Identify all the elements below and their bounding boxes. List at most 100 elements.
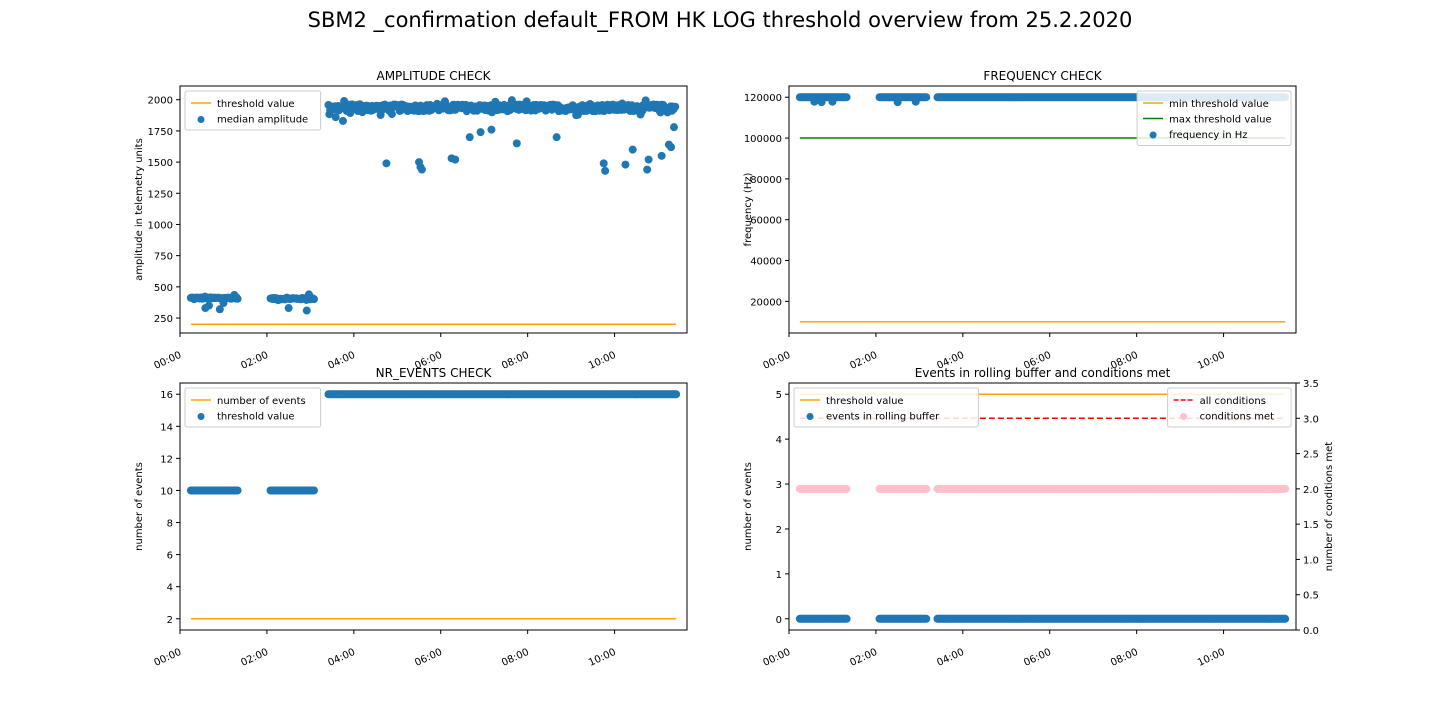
y2-tick-label: 0.5	[1303, 591, 1319, 602]
legend-box	[793, 387, 979, 428]
legend-dot-marker	[197, 413, 205, 420]
y2-tick-label: 0.0	[1303, 626, 1319, 637]
x-tick-label: 04:00	[326, 647, 357, 669]
data-point	[487, 125, 496, 134]
y-tick-label: 2	[167, 615, 173, 626]
data-point	[922, 484, 931, 493]
data-point	[911, 97, 920, 106]
x-tick-label: 00:00	[152, 350, 183, 372]
data-point	[284, 304, 293, 313]
y2-tick-label: 1.0	[1303, 555, 1319, 566]
legend-label: threshold value	[826, 396, 904, 407]
data-point	[621, 160, 630, 169]
x-tick-label: 08:00	[500, 647, 531, 669]
legend-dot-marker	[1149, 131, 1157, 139]
data-point	[628, 145, 637, 154]
data-point	[215, 305, 224, 314]
data-point	[669, 123, 678, 132]
data-point	[476, 128, 485, 137]
legend: min threshold value max threshold value fr…	[1136, 90, 1292, 146]
y-tick-label: 80000	[750, 175, 782, 186]
x-tick-label: 00:00	[761, 647, 792, 669]
data-point	[671, 102, 680, 111]
series-conditions-met	[795, 484, 1290, 493]
data-point	[331, 113, 340, 122]
legend-label: conditions met	[1200, 412, 1275, 423]
legend: number of events threshold value	[184, 387, 322, 428]
axes-frame	[179, 85, 688, 334]
data-point	[601, 166, 610, 175]
data-point	[922, 93, 931, 102]
data-point	[667, 143, 676, 152]
data-point	[828, 97, 837, 106]
y-tick-label: 1500	[148, 158, 173, 169]
data-point	[387, 110, 396, 119]
x-tick-label: 10:00	[1196, 647, 1227, 669]
y-tick-label: 1250	[148, 189, 173, 200]
data-point	[1281, 484, 1290, 493]
x-tick-label: 08:00	[1109, 647, 1140, 669]
figure-title: SBM2 _confirmation default_FROM HK LOG t…	[307, 8, 1133, 32]
y-tick-label: 14	[160, 422, 173, 433]
data-point	[552, 133, 561, 142]
legend: threshold value median amplitude	[184, 90, 322, 131]
y-tick-label: 60000	[750, 216, 782, 227]
legend-label: threshold value	[217, 412, 295, 423]
x-tick-label: 04:00	[326, 350, 357, 372]
plot-area	[795, 393, 1290, 623]
x-tick-label: 08:00	[500, 350, 531, 372]
data-point	[810, 97, 819, 106]
axes-frame	[179, 382, 688, 631]
data-point	[893, 98, 902, 107]
legend-dot-marker	[197, 116, 205, 123]
series-threshold-value	[186, 390, 681, 495]
legend-dot-marker	[1180, 413, 1188, 420]
legend-label: threshold value	[217, 99, 295, 110]
chart-title: FREQUENCY CHECK	[983, 69, 1102, 83]
chart-nr_events: NR_EVENTS CHECK number of events 2 4 6 8 10 12 1…	[134, 366, 688, 669]
legend-label: events in rolling buffer	[826, 412, 940, 423]
y-tick-label: 2000	[148, 96, 173, 107]
legend-box	[184, 387, 322, 428]
data-point	[304, 290, 313, 299]
x-tick-label: 02:00	[239, 350, 270, 372]
y-tick-label: 500	[154, 283, 173, 294]
chart-title: NR_EVENTS CHECK	[376, 366, 493, 380]
legend-label: median amplitude	[217, 115, 308, 126]
chart-frequency: FREQUENCY CHECK frequency (Hz) 20000 40000 6…	[743, 69, 1297, 372]
x-tick-label: 06:00	[1022, 647, 1053, 669]
data-point	[672, 390, 681, 399]
chart-amplitude: AMPLITUDE CHECK amplitude in telemetry un…	[134, 69, 688, 372]
x-tick-label: 10:00	[587, 647, 618, 669]
y-tick-label: 1750	[148, 127, 173, 138]
data-point	[512, 139, 521, 148]
data-point	[1281, 614, 1290, 623]
x-tick-label: 10:00	[1196, 350, 1227, 372]
legend-label: min threshold value	[1169, 99, 1269, 110]
data-point	[302, 306, 311, 315]
legend: threshold value events in rolling buffer	[793, 387, 979, 428]
data-point	[233, 486, 242, 495]
y-tick-label: 2	[776, 525, 782, 536]
y-tick-label: 5	[776, 390, 782, 401]
chart-title: Events in rolling buffer and conditions …	[915, 366, 1171, 380]
data-point	[842, 484, 851, 493]
data-point	[382, 159, 391, 168]
y-tick-label: 4	[776, 435, 782, 446]
y2-axis-label: number of conditions met	[1324, 442, 1335, 572]
y-tick-label: 12	[160, 454, 173, 465]
data-point	[230, 290, 239, 299]
y2-tick-label: 2.0	[1303, 485, 1319, 496]
y-tick-label: 1	[776, 570, 782, 581]
y-tick-label: 4	[167, 583, 173, 594]
legend-secondary: all conditions conditions met	[1167, 387, 1292, 428]
y2-tick-label: 2.5	[1303, 450, 1319, 461]
y-tick-label: 6	[167, 551, 173, 562]
series-events-in-rolling-buffer	[795, 614, 1290, 623]
data-point	[219, 299, 228, 308]
x-tick-label: 04:00	[935, 647, 966, 669]
y-tick-label: 120000	[744, 93, 782, 104]
y2-tick-label: 1.5	[1303, 520, 1319, 531]
y-tick-label: 20000	[750, 297, 782, 308]
legend-box	[184, 90, 322, 131]
